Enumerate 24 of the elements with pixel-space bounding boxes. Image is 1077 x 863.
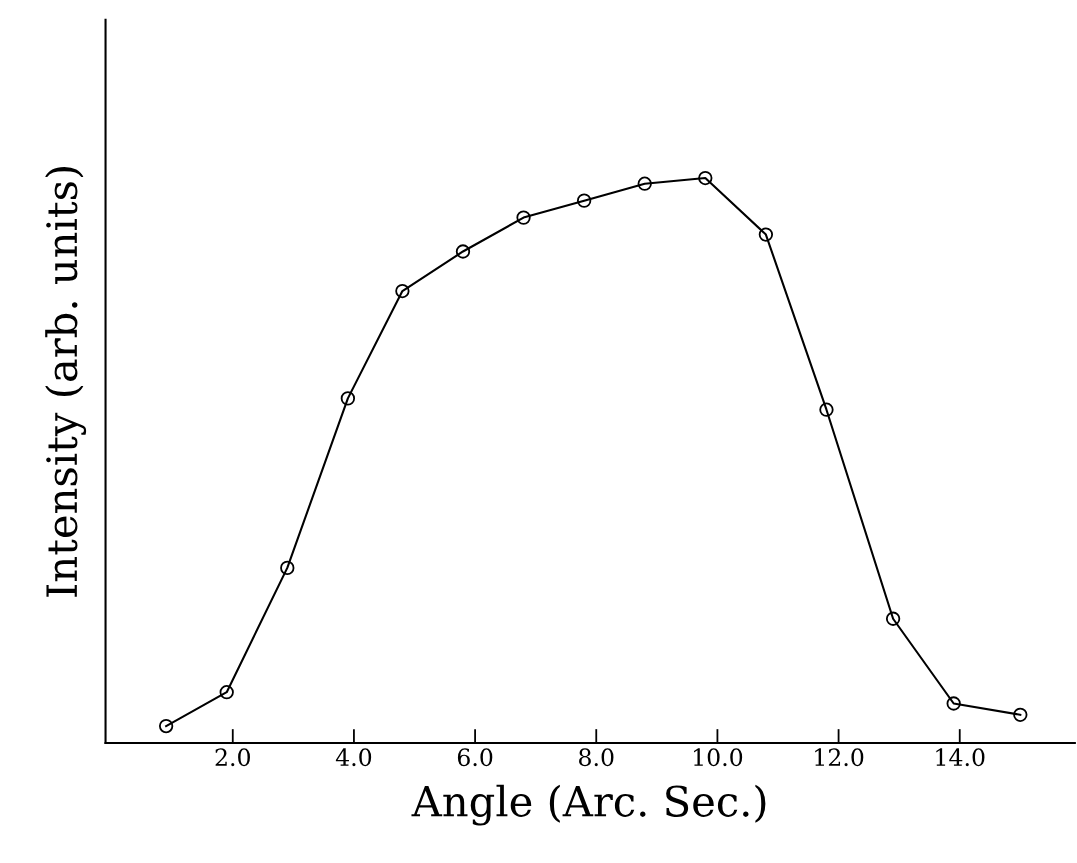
x-tick-label: 2.0	[215, 748, 250, 767]
x-tick-label: 4.0	[335, 748, 372, 767]
point	[637, 176, 652, 191]
x-tick-label: 14.0	[936, 748, 985, 767]
x-tick-label: 10.0	[694, 748, 743, 767]
point	[819, 402, 834, 417]
point	[946, 696, 961, 711]
x-axis-title: Angle (Arc. Sec.)	[411, 784, 766, 826]
x-tick-label: 12.0	[815, 748, 864, 767]
x-tick-label: 6.0	[457, 748, 493, 767]
point	[576, 193, 592, 208]
point	[219, 685, 234, 700]
y-axis-title: Intensity (arb. units)	[45, 167, 87, 597]
point	[280, 560, 295, 576]
point	[395, 283, 410, 299]
point	[698, 170, 713, 186]
point	[885, 611, 901, 626]
point	[758, 227, 774, 242]
point	[455, 244, 471, 259]
point	[1013, 707, 1028, 722]
point	[158, 718, 174, 734]
point	[516, 210, 531, 225]
x-tick-label: 8.0	[579, 748, 614, 767]
point	[340, 391, 356, 406]
